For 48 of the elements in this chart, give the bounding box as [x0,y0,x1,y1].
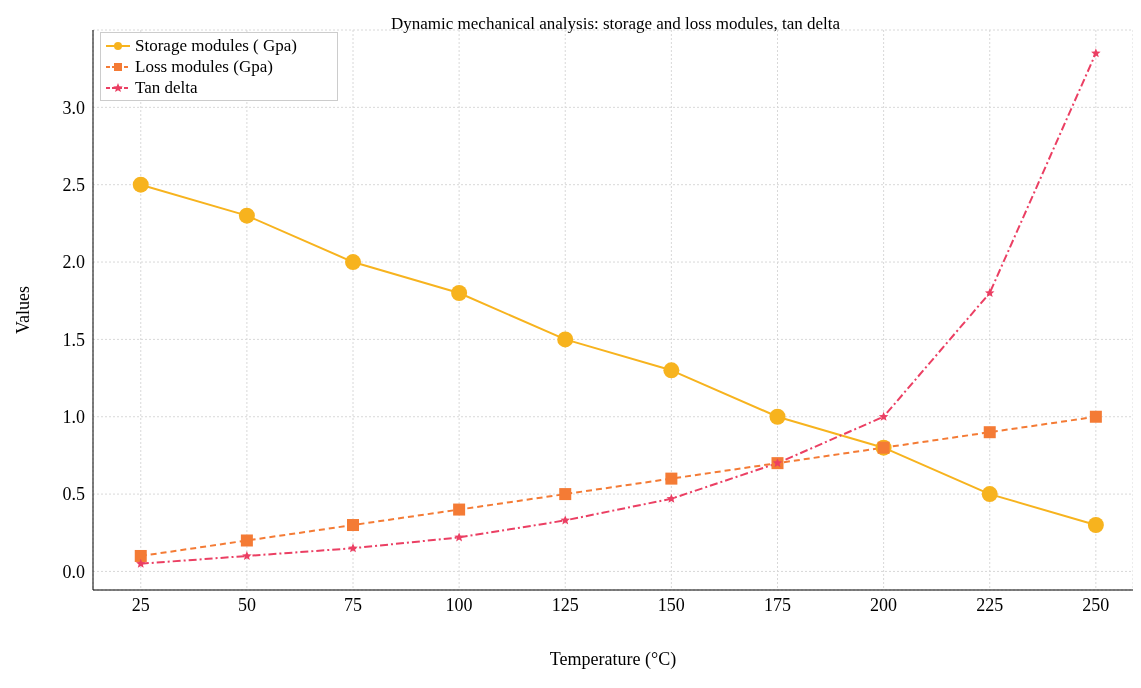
point [345,254,361,271]
legend-label: Storage modules ( Gpa) [135,35,297,56]
point [983,426,996,439]
y-tick-label: 2.0 [62,252,85,273]
point [242,550,252,561]
point [559,488,572,501]
point [238,207,255,224]
x-tick-label: 25 [131,594,150,615]
point [981,486,998,503]
point [132,176,149,193]
x-tick-label: 150 [657,594,685,615]
x-tick-label: 250 [1082,594,1110,615]
y-tick-label: 1.0 [62,407,85,428]
x-tick-label: 125 [551,594,579,615]
y-tick-label: 2.5 [62,175,85,196]
x-tick-label: 200 [870,594,898,615]
chart-title: Dynamic mechanical analysis: storage and loss modules, tan delta [390,14,841,34]
y-tick-label: 0.0 [62,561,85,582]
point [454,532,464,542]
legend-label: Tan delta [135,77,198,98]
point [453,503,466,516]
x-axis-title: Temperature (°C) [549,649,677,670]
point [769,408,786,425]
point [663,362,680,379]
x-tick-label: 100 [445,594,473,615]
y-tick-label: 3.0 [62,97,85,118]
x-tick-label: 175 [763,594,791,615]
point [878,411,889,421]
point [1091,48,1101,58]
point [1089,410,1102,423]
point [136,558,146,568]
point [665,472,678,485]
point [560,515,570,525]
point [1087,517,1104,534]
x-tick-label: 75 [344,594,362,615]
point [348,543,358,553]
point [984,287,995,298]
point [557,331,574,348]
point [451,284,468,301]
y-tick-label: 0.5 [62,484,85,505]
point [134,549,147,562]
x-tick-label: 50 [237,594,256,615]
point [240,534,253,547]
y-axis-title: Values [13,286,34,334]
y-tick-label: 1.5 [62,329,85,350]
point [347,519,359,532]
x-tick-label: 225 [976,594,1004,615]
legend-label: Loss modules (Gpa) [135,56,273,77]
